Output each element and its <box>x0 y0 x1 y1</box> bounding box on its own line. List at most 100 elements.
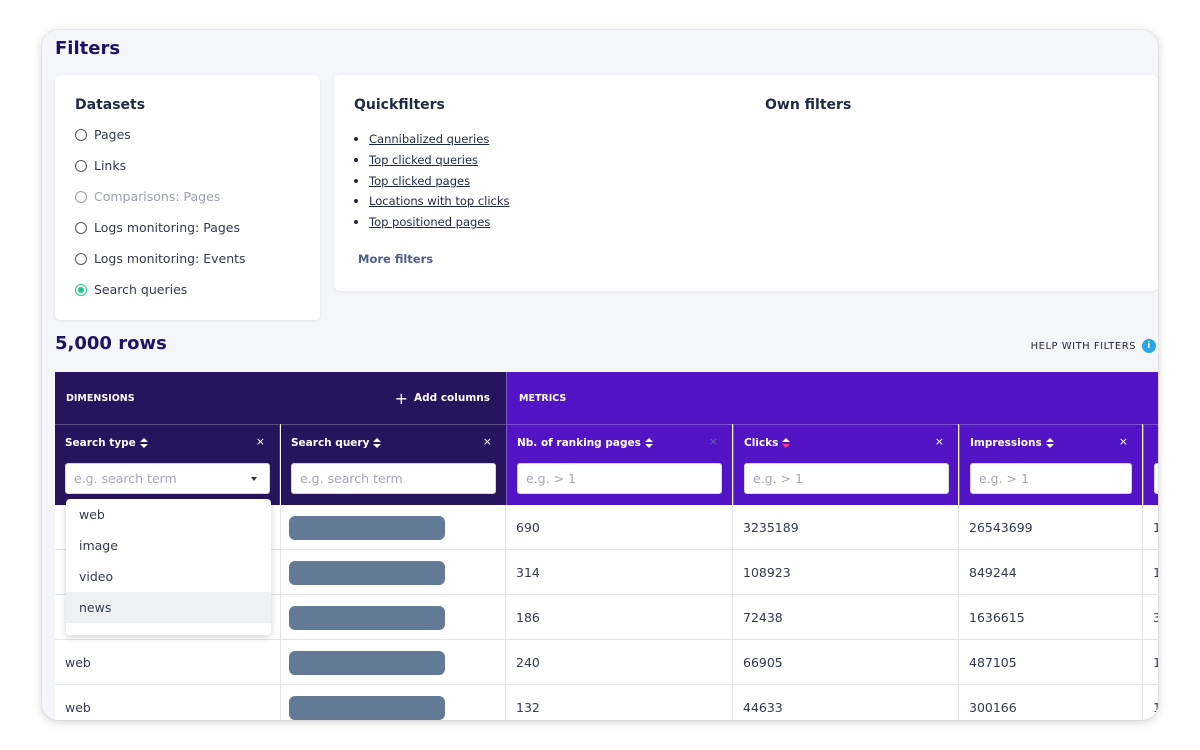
search-query-input[interactable]: e.g. search term <box>291 463 496 494</box>
rows-count: 5,000 rows <box>55 333 167 354</box>
quickfilter-link[interactable]: Top clicked queries <box>369 153 479 168</box>
filters-title: Filters <box>55 38 121 59</box>
close-icon[interactable]: × <box>1118 435 1128 448</box>
column-label[interactable]: Clicks <box>744 437 791 449</box>
dataset-option-links[interactable]: Links <box>75 158 126 173</box>
cell-search-type <box>55 550 281 595</box>
close-icon[interactable]: × <box>482 435 492 448</box>
radio-icon[interactable] <box>75 221 87 234</box>
column-header-impressions: Impressions × e.g. > 1 <box>959 424 1142 505</box>
dataset-option-comparisons-pages: Comparisons: Pages <box>75 189 220 204</box>
radio-selected-icon[interactable] <box>75 283 87 296</box>
bullet-icon <box>354 158 358 163</box>
bullet-icon <box>354 178 358 183</box>
sort-icon[interactable] <box>373 438 382 448</box>
info-icon[interactable]: i <box>1142 339 1156 353</box>
cell-search-query <box>281 640 506 685</box>
column-label[interactable]: Nb. of ranking pages <box>517 437 653 449</box>
cell-partial: 1 <box>1153 655 1158 670</box>
column-header-search-query: Search query × e.g. search term <box>281 424 506 505</box>
dataset-option-logs-events[interactable]: Logs monitoring: Events <box>75 251 246 266</box>
dataset-option-logs-pages[interactable]: Logs monitoring: Pages <box>75 220 240 235</box>
radio-icon[interactable] <box>75 252 87 265</box>
sort-icon[interactable] <box>139 438 148 448</box>
datasets-heading: Datasets <box>75 97 146 113</box>
radio-icon <box>75 190 87 203</box>
input-placeholder: e.g. > 1 <box>979 471 1029 486</box>
cell-partial: 1 <box>1153 700 1158 715</box>
dimensions-band: DIMENSIONS + Add columns <box>55 372 506 424</box>
column-label[interactable]: Search type <box>65 437 148 449</box>
dataset-option-label: Links <box>94 158 127 173</box>
cell-search-type <box>55 595 281 640</box>
cell-clicks: 72438 <box>733 595 959 640</box>
input-placeholder: e.g. > 1 <box>526 471 576 486</box>
quickfilter-item: Top clicked pages <box>354 170 510 191</box>
dataset-option-search-queries[interactable]: Search queries <box>75 282 187 297</box>
cell-clicks: 108923 <box>733 550 959 595</box>
help-with-filters-link[interactable]: HELP WITH FILTERS i <box>1031 339 1156 353</box>
plus-icon: + <box>394 388 408 408</box>
sort-desc-icon[interactable] <box>782 438 791 448</box>
clicks-input[interactable]: e.g. > 1 <box>744 463 949 494</box>
dropdown-option-video[interactable]: video <box>79 569 114 584</box>
cell-clicks: 3235189 <box>733 505 959 550</box>
add-columns-button[interactable]: + Add columns <box>395 372 490 424</box>
dropdown-option-news[interactable]: news <box>66 592 271 623</box>
close-icon[interactable]: × <box>255 435 265 448</box>
cell-partial: 3 <box>1153 610 1158 625</box>
quickfilters-card: Quickfilters Cannibalized queries Top cl… <box>334 75 1158 291</box>
sort-icon[interactable] <box>644 438 653 448</box>
quickfilter-link[interactable]: Cannibalized queries <box>369 132 490 147</box>
close-icon: × <box>708 435 718 448</box>
quickfilter-link[interactable]: Top clicked pages <box>369 173 471 188</box>
metrics-band: METRICS <box>506 372 1158 424</box>
cell-impressions: 1636615 <box>959 595 1143 640</box>
cell-impressions: 487105 <box>959 640 1143 685</box>
cell-partial: 1 <box>1153 520 1158 535</box>
help-label: HELP WITH FILTERS <box>1030 340 1136 352</box>
search-type-select[interactable]: e.g. search term <box>65 463 270 494</box>
radio-icon[interactable] <box>75 128 87 141</box>
more-filters-link[interactable]: More filters <box>358 252 434 266</box>
dropdown-option-web[interactable]: web <box>79 507 105 522</box>
quickfilter-item: Locations with top clicks <box>354 191 510 212</box>
add-columns-label: Add columns <box>414 392 490 404</box>
quickfilter-item: Top clicked queries <box>354 150 510 171</box>
redacted-query-bar <box>289 515 445 540</box>
column-header-clicks: Clicks × e.g. > 1 <box>733 424 958 505</box>
table-row: web 240 66905 487105 1 <box>55 640 1158 685</box>
dataset-option-label: Comparisons: Pages <box>94 189 221 204</box>
redacted-query-bar <box>289 650 445 675</box>
quickfilter-link[interactable]: Locations with top clicks <box>369 194 510 209</box>
dataset-option-label: Logs monitoring: Events <box>94 251 246 266</box>
dataset-option-label: Pages <box>94 127 131 142</box>
cell-ranking-pages: 186 <box>506 595 733 640</box>
dataset-option-label: Logs monitoring: Pages <box>94 220 241 235</box>
cell-impressions: 26543699 <box>959 505 1143 550</box>
cell-partial: 1 <box>1153 565 1158 580</box>
dropdown-option-image[interactable]: image <box>79 538 118 553</box>
cell-search-type <box>55 505 281 550</box>
column-label[interactable]: Impressions <box>970 437 1054 449</box>
impressions-input[interactable]: e.g. > 1 <box>970 463 1132 494</box>
cell-ranking-pages: 314 <box>506 550 733 595</box>
ranking-pages-input[interactable]: e.g. > 1 <box>517 463 722 494</box>
cell-search-type: web <box>55 640 281 685</box>
close-icon[interactable]: × <box>934 435 944 448</box>
quickfilter-link[interactable]: Top positioned pages <box>369 215 491 230</box>
cell-clicks: 66905 <box>733 640 959 685</box>
redacted-query-bar <box>289 605 445 630</box>
column-header-search-type: Search type × e.g. search term <box>55 424 280 505</box>
cell-ranking-pages: 132 <box>506 685 733 720</box>
redacted-query-bar <box>289 695 445 720</box>
column-header-ranking-pages: Nb. of ranking pages × e.g. > 1 <box>506 424 732 505</box>
datasets-card: Datasets Pages Links Comparisons: Pages … <box>55 75 320 320</box>
radio-icon[interactable] <box>75 159 87 172</box>
partial-input[interactable] <box>1154 463 1158 494</box>
sort-icon[interactable] <box>1045 438 1054 448</box>
dataset-option-pages[interactable]: Pages <box>75 127 131 142</box>
column-label[interactable]: Search query <box>291 437 382 449</box>
filters-panel: Filters Datasets Pages Links Comparisons… <box>42 30 1158 720</box>
metrics-label: METRICS <box>519 392 567 404</box>
